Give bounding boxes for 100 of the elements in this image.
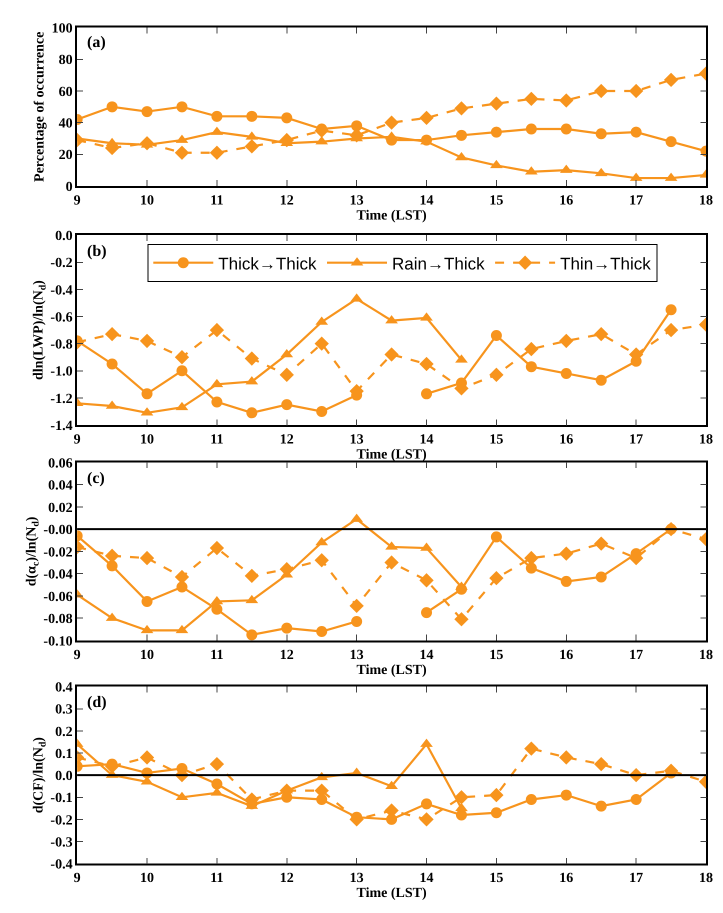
- point: [490, 807, 502, 818]
- x-tick-label: 10: [140, 648, 154, 663]
- point: [419, 356, 434, 372]
- point: [211, 778, 222, 790]
- point: [244, 568, 259, 584]
- point: [280, 132, 294, 148]
- point: [419, 110, 434, 126]
- point: [246, 407, 258, 418]
- point: [526, 123, 537, 134]
- point: [246, 629, 258, 640]
- point: [596, 800, 607, 812]
- annotation: (d): [87, 694, 107, 711]
- point: [174, 146, 190, 160]
- point: [454, 612, 469, 626]
- point: [664, 72, 678, 88]
- x-tick-label: 13: [350, 648, 364, 663]
- x-tick-label: 13: [350, 432, 364, 448]
- point: [280, 368, 294, 382]
- x-tick-label: 9: [74, 432, 81, 448]
- point: [489, 96, 504, 111]
- point: [594, 327, 608, 342]
- point: [419, 573, 434, 588]
- point: [526, 562, 537, 574]
- point: [244, 351, 259, 366]
- x-tick-label: 18: [699, 194, 714, 209]
- point: [314, 553, 329, 568]
- point: [664, 322, 678, 338]
- x-tick-label: 11: [210, 432, 224, 448]
- point: [524, 741, 538, 756]
- point: [350, 598, 364, 614]
- y-tick-label: -0.8: [50, 338, 73, 353]
- point: [140, 550, 154, 566]
- point: [142, 388, 153, 400]
- point: [106, 358, 118, 370]
- point: [281, 112, 292, 124]
- point: [210, 756, 224, 772]
- y-tick-label: 0.0: [55, 229, 73, 244]
- point: [596, 374, 607, 386]
- x-tick-label: 12: [280, 648, 294, 663]
- point: [489, 788, 504, 802]
- point: [594, 84, 608, 98]
- point: [560, 123, 572, 134]
- y-tick-label: -0.6: [50, 310, 73, 326]
- point: [351, 120, 362, 132]
- point: [210, 322, 224, 338]
- annotation: (a): [87, 34, 106, 51]
- x-tick-label: 13: [350, 871, 364, 886]
- legend-label: Thick→Thick: [218, 254, 318, 274]
- y-tick-label: 0.06: [48, 456, 73, 472]
- x-axis-title: Time (LST): [356, 448, 427, 463]
- point: [666, 136, 677, 148]
- x-tick-label: 16: [559, 648, 574, 663]
- point: [559, 93, 574, 108]
- x-tick-label: 10: [140, 871, 154, 886]
- point: [140, 750, 154, 765]
- x-tick-label: 12: [280, 871, 294, 886]
- y-tick-label: -0.10: [43, 634, 73, 650]
- point: [594, 756, 608, 772]
- point: [419, 812, 434, 827]
- point: [176, 365, 188, 376]
- point: [210, 146, 224, 160]
- y-tick-label: -0.2: [50, 256, 73, 272]
- y-tick-label: 20: [58, 148, 73, 164]
- x-axis-title: Time (LST): [356, 208, 427, 224]
- point: [524, 342, 538, 356]
- x-tick-label: 17: [629, 194, 644, 209]
- x-tick-label: 15: [489, 432, 504, 448]
- y-tick-label: -0.1: [50, 791, 73, 806]
- point: [489, 368, 504, 382]
- x-tick-label: 11: [210, 871, 224, 886]
- y-tick-label: 0.04: [48, 478, 73, 494]
- point: [666, 304, 677, 316]
- point: [210, 540, 224, 556]
- point: [140, 136, 154, 150]
- point: [281, 622, 292, 634]
- point: [454, 101, 469, 116]
- point: [489, 570, 504, 586]
- x-tick-label: 11: [210, 648, 224, 663]
- point: [104, 327, 120, 342]
- y-tick-label: 60: [58, 84, 73, 100]
- point: [142, 106, 153, 118]
- x-tick-label: 17: [629, 432, 644, 448]
- point: [314, 336, 329, 351]
- x-tick-label: 14: [420, 648, 434, 663]
- y-tick-label: -0.02: [43, 545, 73, 560]
- x-tick-label: 18: [699, 648, 714, 663]
- point: [560, 790, 572, 801]
- y-tick-label: 0.2: [55, 724, 73, 740]
- point: [281, 399, 292, 410]
- point: [140, 334, 154, 348]
- point: [560, 576, 572, 587]
- point: [421, 798, 432, 810]
- point: [384, 116, 399, 130]
- point: [211, 396, 222, 408]
- point: [421, 607, 432, 618]
- point: [142, 596, 153, 607]
- x-tick-label: 14: [420, 194, 434, 209]
- x-tick-label: 14: [420, 871, 434, 886]
- y-axis-title: Percentage of occurrence: [32, 32, 48, 182]
- y-tick-label: -1.2: [50, 392, 73, 407]
